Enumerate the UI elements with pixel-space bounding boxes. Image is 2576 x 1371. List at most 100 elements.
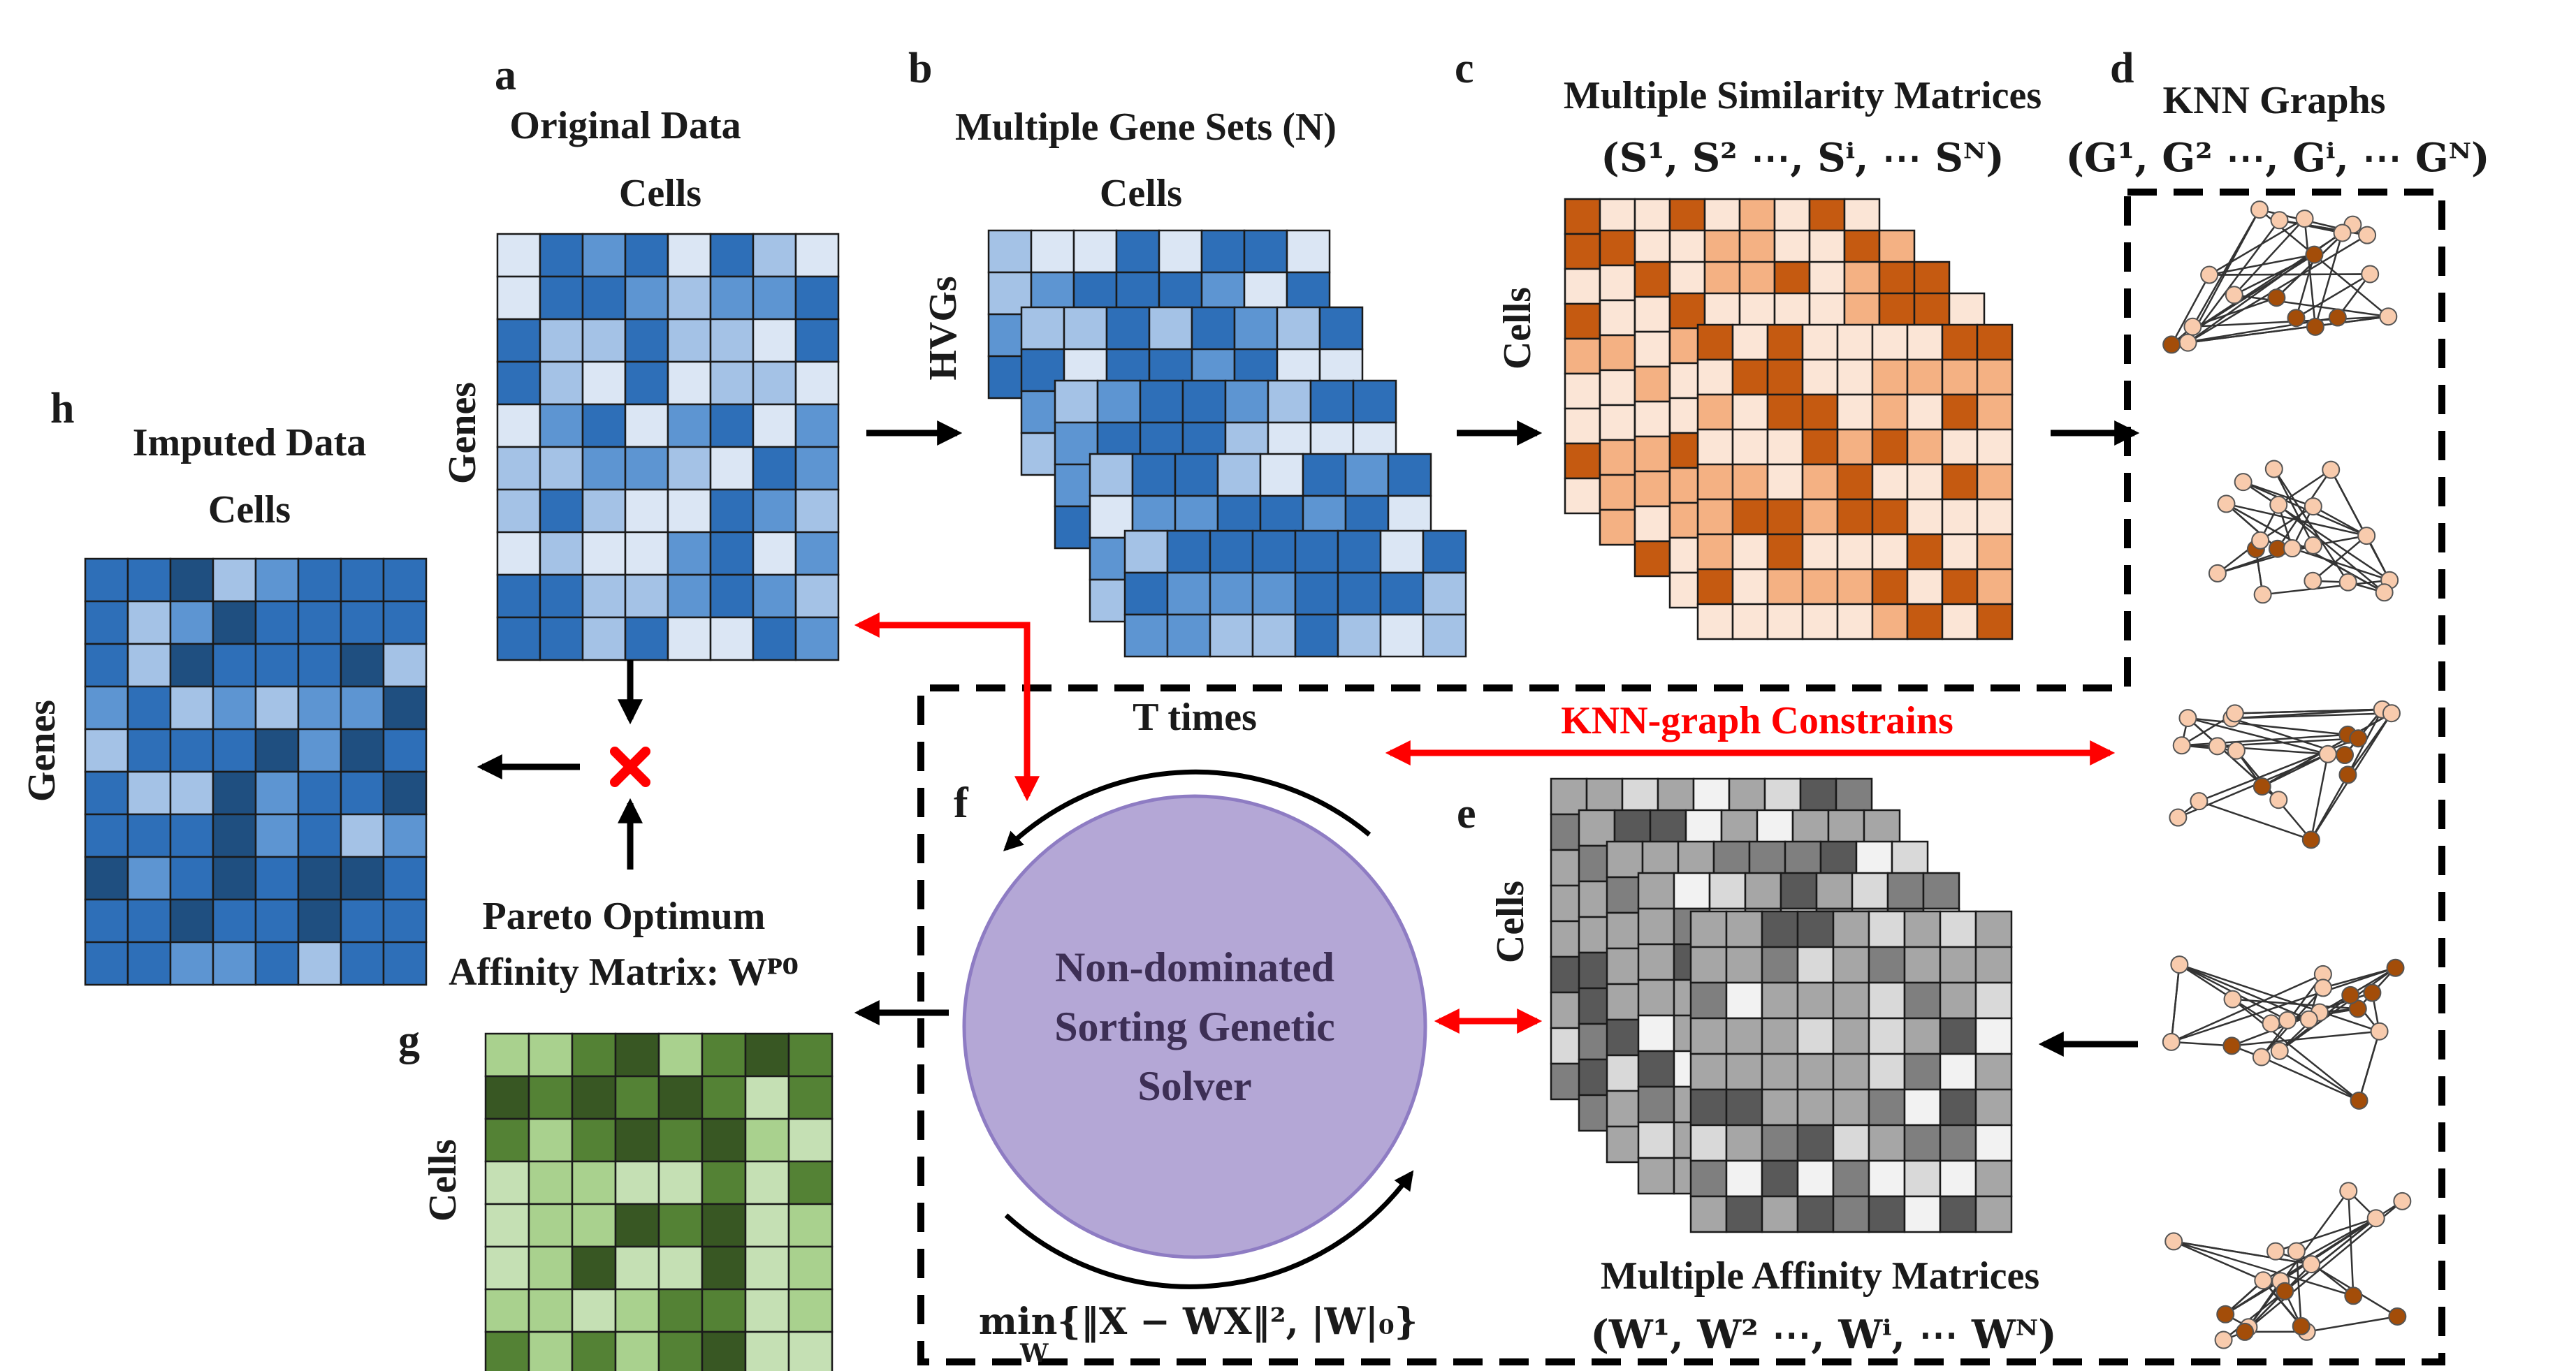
matrix-cell (212, 898, 257, 944)
matrix-cell (1703, 229, 1741, 267)
matrix-cell (1832, 1053, 1870, 1091)
graph-edge (2192, 209, 2261, 328)
matrix-cell (382, 600, 428, 645)
matrix-cell (1089, 453, 1134, 497)
matrix-cell (1801, 393, 1839, 431)
graph-node (2388, 1307, 2407, 1326)
graph-node (2339, 1182, 2358, 1201)
matrix-cell (169, 643, 214, 688)
matrix-cell (1738, 292, 1776, 330)
matrix-cell (614, 1330, 660, 1371)
graph-edge (2279, 967, 2396, 1052)
matrix-cell (297, 856, 342, 901)
matrix-cell (1836, 498, 1874, 536)
graph-node (2227, 741, 2246, 760)
matrix-cell (657, 1032, 704, 1078)
matrix-cell (571, 1117, 617, 1163)
matrix-cell (657, 1288, 704, 1333)
graph-node (2338, 573, 2357, 592)
matrix-cell (1725, 946, 1763, 984)
matrix-cell (1796, 1159, 1835, 1198)
matrix-cell (212, 770, 257, 816)
matrix-cell (709, 616, 755, 661)
matrix-cell (1906, 498, 1944, 536)
matrix-cell (169, 685, 214, 731)
matrix-cell (1166, 529, 1211, 574)
matrix-cell (1796, 1195, 1835, 1233)
matrix-cell (496, 275, 541, 321)
graph-edge (2198, 800, 2312, 841)
graph-edge (2262, 1280, 2302, 1327)
matrix-cell (701, 1032, 747, 1078)
matrix-cell (539, 488, 584, 534)
matrix-cell (1696, 498, 1734, 536)
matrix-cell (1633, 470, 1671, 508)
graph-node (2200, 265, 2219, 284)
matrix-cell (744, 1245, 790, 1291)
graph-edge (2273, 468, 2315, 546)
matrix-cell (1843, 198, 1881, 235)
graph-edge (2171, 967, 2396, 1043)
matrix-cell (794, 616, 840, 661)
matrix-cell (744, 1032, 790, 1078)
matrix-cell (484, 1245, 530, 1291)
matrix-cell (1637, 1014, 1675, 1053)
matrix-cell (1780, 872, 1818, 910)
matrix-cell (1689, 1159, 1728, 1198)
matrix-cell (1251, 571, 1297, 616)
matrix-cell (1344, 453, 1390, 497)
matrix-cell (1649, 809, 1687, 847)
matrix-cell (1599, 439, 1636, 476)
graph-node (2216, 1305, 2235, 1324)
matrix-cell (84, 941, 129, 986)
matrix-cell (539, 318, 584, 363)
matrix-cell (1761, 946, 1799, 984)
matrix-cell (1337, 571, 1382, 616)
graph-edge (2261, 1056, 2360, 1101)
matrix-cell (1696, 393, 1734, 431)
matrix-cell (1633, 261, 1671, 298)
matrix-cell (1259, 453, 1304, 497)
matrix-cell (1379, 571, 1425, 616)
matrix-cell (581, 275, 627, 321)
matrix-cell (1913, 261, 1951, 298)
matrix-cell (1096, 379, 1142, 424)
matrix-cell (1799, 777, 1838, 816)
matrix-cell (1766, 533, 1804, 571)
graph-node (2267, 288, 2286, 307)
matrix-cell (1148, 306, 1193, 351)
matrix-cell (1871, 568, 1909, 606)
graph-edge (2312, 535, 2367, 582)
graph-node (2270, 1041, 2289, 1060)
matrix-cell (1871, 358, 1909, 396)
matrix-cell (1684, 809, 1723, 847)
matrix-cell (1564, 267, 1601, 305)
matrix-cell (1836, 393, 1874, 431)
matrix-cell (701, 1203, 747, 1248)
matrix-cell (1941, 323, 1979, 361)
matrix-cell (496, 318, 541, 363)
graph-node (2375, 583, 2394, 602)
matrix-cell (787, 1117, 834, 1163)
graph-edge (2310, 754, 2329, 840)
matrix-cell (126, 685, 172, 731)
panel-c-rows-label: Cells (1496, 287, 1539, 369)
matrix-cell (212, 685, 257, 731)
matrix-cell (1903, 946, 1942, 984)
matrix-cell (1855, 840, 1893, 879)
matrix-cell (1761, 1088, 1799, 1127)
matrix-cell (1731, 498, 1769, 536)
graph-node (2349, 729, 2368, 748)
matrix-cell (1725, 1017, 1763, 1055)
panel-a-rows-label: Genes (441, 382, 484, 484)
matrix-cell (297, 770, 342, 816)
matrix-cell (1337, 613, 1382, 658)
matrix-cell (1868, 1159, 1906, 1198)
matrix-cell (709, 360, 755, 406)
matrix-cell (1808, 198, 1846, 235)
matrix-cell (527, 1075, 574, 1120)
matrix-cell (1728, 777, 1766, 816)
matrix-cell (1637, 907, 1675, 946)
graph-node (2236, 1322, 2255, 1341)
matrix-cell (1939, 1124, 1977, 1162)
